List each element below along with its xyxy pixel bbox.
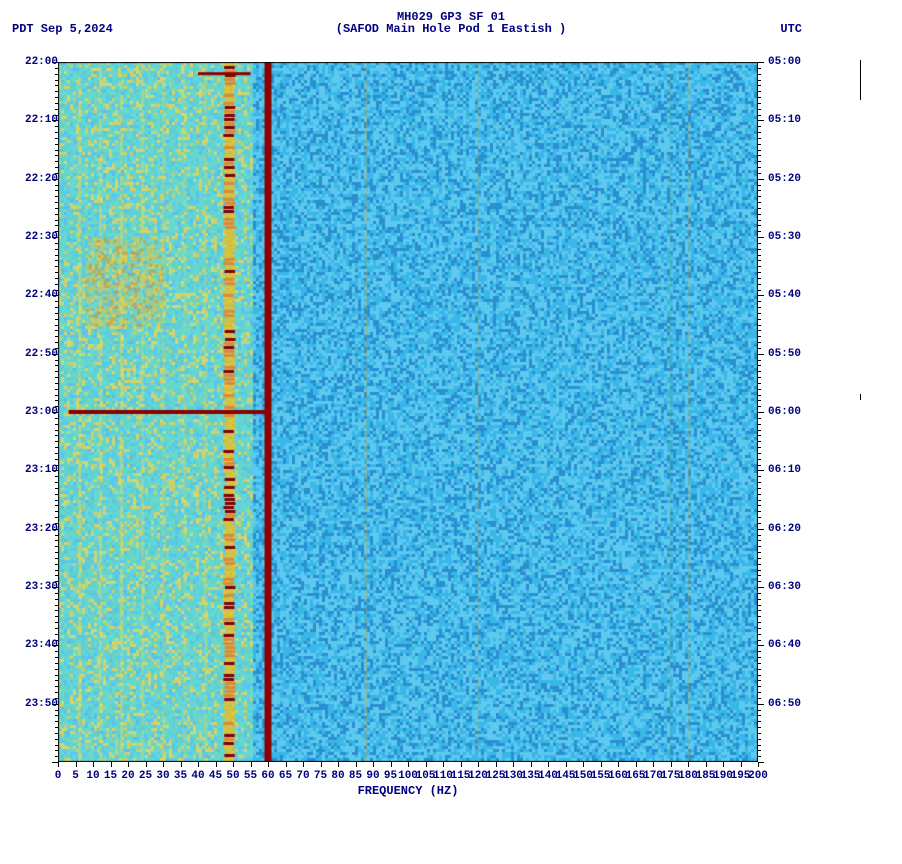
x-label: 15: [104, 770, 117, 782]
x-label: 5: [72, 770, 79, 782]
y-left-label: 22:10: [25, 114, 58, 126]
y-left-label: 23:30: [25, 581, 58, 593]
x-axis-title: FREQUENCY (HZ): [58, 784, 758, 798]
y-right-label: 05:20: [768, 173, 801, 185]
x-label: 85: [349, 770, 362, 782]
x-label: 65: [279, 770, 292, 782]
y-right-label: 06:10: [768, 464, 801, 476]
y-left-label: 22:40: [25, 289, 58, 301]
x-label: 0: [55, 770, 62, 782]
y-right-label: 06:00: [768, 406, 801, 418]
x-label: 25: [139, 770, 152, 782]
y-left-label: 22:20: [25, 173, 58, 185]
y-right-label: 06:40: [768, 639, 801, 651]
y-right-label: 05:50: [768, 348, 801, 360]
x-label: 20: [121, 770, 134, 782]
header-station-desc: (SAFOD Main Hole Pod 1 Eastish ): [0, 22, 902, 36]
x-label: 75: [314, 770, 327, 782]
spectrogram-canvas: [58, 62, 758, 762]
x-label: 80: [331, 770, 344, 782]
y-left-label: 23:20: [25, 523, 58, 535]
y-left-label: 23:50: [25, 698, 58, 710]
y-right-label: 06:50: [768, 698, 801, 710]
x-label: 40: [191, 770, 204, 782]
y-right-label: 05:00: [768, 56, 801, 68]
y-right-label: 06:30: [768, 581, 801, 593]
x-label: 200: [748, 770, 768, 782]
y-axis-right-labels: 05:0005:1005:2005:3005:4005:5006:0006:10…: [768, 62, 808, 762]
x-label: 70: [296, 770, 309, 782]
x-label: 10: [86, 770, 99, 782]
x-label: 30: [156, 770, 169, 782]
x-label: 55: [244, 770, 257, 782]
x-label: 90: [366, 770, 379, 782]
y-right-label: 06:20: [768, 523, 801, 535]
y-axis-left-labels: 22:0022:1022:2022:3022:4022:5023:0023:10…: [18, 62, 58, 762]
y-right-label: 05:30: [768, 231, 801, 243]
y-right-label: 05:10: [768, 114, 801, 126]
y-right-label: 05:40: [768, 289, 801, 301]
x-label: 50: [226, 770, 239, 782]
x-label: 60: [261, 770, 274, 782]
y-left-label: 22:00: [25, 56, 58, 68]
x-label: 45: [209, 770, 222, 782]
y-ticks-right: [758, 62, 764, 762]
y-left-label: 22:30: [25, 231, 58, 243]
y-left-label: 22:50: [25, 348, 58, 360]
x-label: 35: [174, 770, 187, 782]
y-left-label: 23:10: [25, 464, 58, 476]
x-ticks: [58, 762, 758, 768]
y-left-label: 23:00: [25, 406, 58, 418]
x-label: 95: [384, 770, 397, 782]
header-right-tz: UTC: [780, 22, 802, 36]
spectrogram-plot: [58, 62, 758, 762]
y-left-label: 23:40: [25, 639, 58, 651]
